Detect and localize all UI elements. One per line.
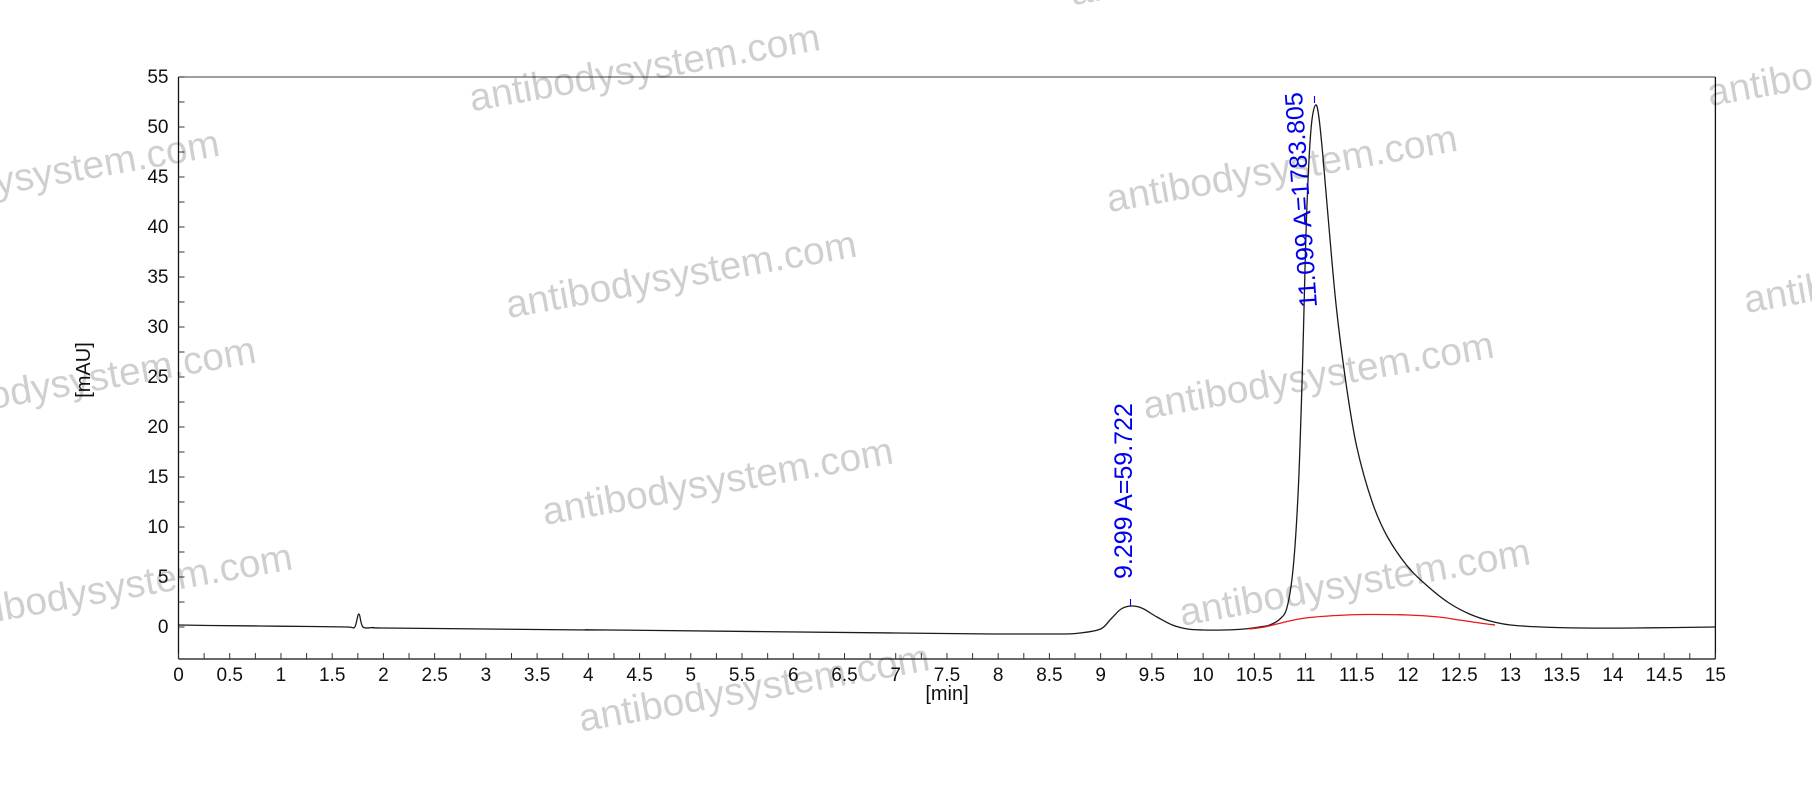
svg-text:14.5: 14.5 (1646, 665, 1683, 686)
svg-text:11: 11 (1296, 665, 1316, 686)
svg-text:4.5: 4.5 (626, 665, 652, 686)
svg-text:1.5: 1.5 (319, 665, 345, 686)
svg-text:6.5: 6.5 (831, 665, 857, 686)
svg-text:11.099 A=1783.805: 11.099 A=1783.805 (1280, 91, 1323, 308)
svg-text:[mAU]: [mAU] (73, 342, 95, 398)
svg-text:[min]: [min] (925, 683, 968, 705)
svg-text:30: 30 (147, 317, 168, 338)
svg-text:10.5: 10.5 (1236, 665, 1273, 686)
svg-text:13: 13 (1500, 665, 1521, 686)
svg-text:10: 10 (1193, 665, 1214, 686)
svg-text:12.5: 12.5 (1441, 665, 1478, 686)
svg-text:6: 6 (788, 665, 799, 686)
svg-text:15: 15 (147, 467, 168, 488)
svg-text:8: 8 (993, 665, 1004, 686)
svg-text:3.5: 3.5 (524, 665, 550, 686)
svg-text:40: 40 (147, 217, 168, 238)
svg-text:9.299 A=59.722: 9.299 A=59.722 (1110, 403, 1138, 579)
svg-text:45: 45 (147, 167, 168, 188)
svg-text:25: 25 (147, 367, 168, 388)
svg-text:55: 55 (147, 67, 168, 88)
svg-text:50: 50 (147, 117, 168, 138)
svg-text:0: 0 (158, 617, 169, 638)
svg-text:1: 1 (276, 665, 287, 686)
svg-text:11.5: 11.5 (1339, 665, 1375, 686)
svg-text:10: 10 (147, 517, 168, 538)
svg-text:14: 14 (1602, 665, 1624, 686)
svg-text:35: 35 (147, 267, 168, 288)
svg-text:4: 4 (583, 665, 594, 686)
svg-text:12: 12 (1397, 665, 1418, 686)
svg-text:0: 0 (173, 665, 184, 686)
svg-text:5: 5 (158, 567, 169, 588)
svg-text:5: 5 (686, 665, 697, 686)
svg-text:3: 3 (481, 665, 492, 686)
svg-text:2.5: 2.5 (421, 665, 447, 686)
svg-text:13.5: 13.5 (1543, 665, 1580, 686)
svg-text:8.5: 8.5 (1036, 665, 1062, 686)
svg-text:9.5: 9.5 (1139, 665, 1165, 686)
svg-text:9: 9 (1095, 665, 1106, 686)
svg-text:7: 7 (890, 665, 901, 686)
svg-text:5.5: 5.5 (729, 665, 755, 686)
svg-text:15: 15 (1705, 665, 1726, 686)
svg-text:2: 2 (378, 665, 389, 686)
svg-text:20: 20 (147, 417, 168, 438)
svg-text:0.5: 0.5 (217, 665, 243, 686)
